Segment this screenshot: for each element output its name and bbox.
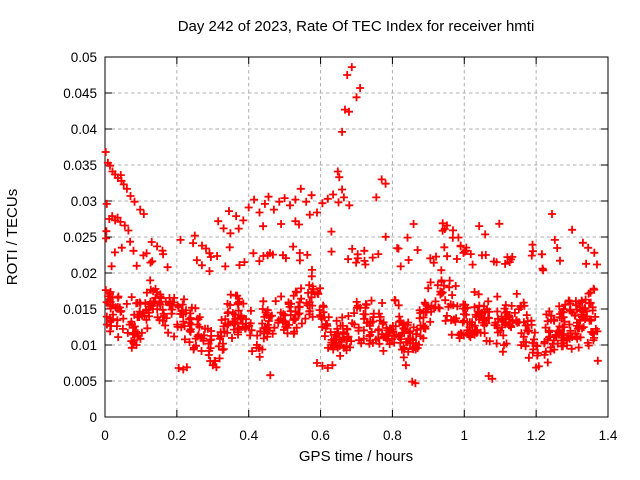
chart-title: Day 242 of 2023, Rate Of TEC Index for r…: [178, 18, 535, 35]
y-tick-label: 0.04: [71, 122, 98, 137]
x-tick-label: 1: [461, 428, 469, 443]
y-tick-label: 0.005: [63, 374, 97, 389]
y-tick-label: 0.015: [63, 302, 97, 317]
x-tick-label: 0.4: [239, 428, 258, 443]
y-axis-label: ROTI / TECUs: [4, 189, 21, 285]
x-axis-label: GPS time / hours: [299, 448, 413, 465]
y-tick-label: 0: [89, 410, 97, 425]
y-tick-label: 0.025: [63, 230, 97, 245]
y-tick-label: 0.05: [71, 50, 97, 65]
x-tick-label: 0.6: [311, 428, 330, 443]
y-tick-label: 0.01: [71, 338, 97, 353]
y-tick-label: 0.03: [71, 194, 97, 209]
scatter-series-roti-markers: [101, 63, 602, 388]
x-tick-label: 0.2: [167, 428, 186, 443]
y-tick-label: 0.045: [63, 86, 97, 101]
x-tick-label: 1.4: [599, 428, 618, 443]
x-tick-label: 0: [101, 428, 109, 443]
x-tick-label: 1.2: [527, 428, 546, 443]
tick-labels: 0 0.2 0.4 0.6 0.8 1 1.2 1.4 0 0.005 0.01 0.015 0.02 0…: [63, 50, 618, 443]
scatter-points: [101, 63, 602, 388]
y-tick-label: 0.02: [71, 266, 97, 281]
y-tick-label: 0.035: [63, 158, 97, 173]
x-tick-label: 0.8: [383, 428, 402, 443]
